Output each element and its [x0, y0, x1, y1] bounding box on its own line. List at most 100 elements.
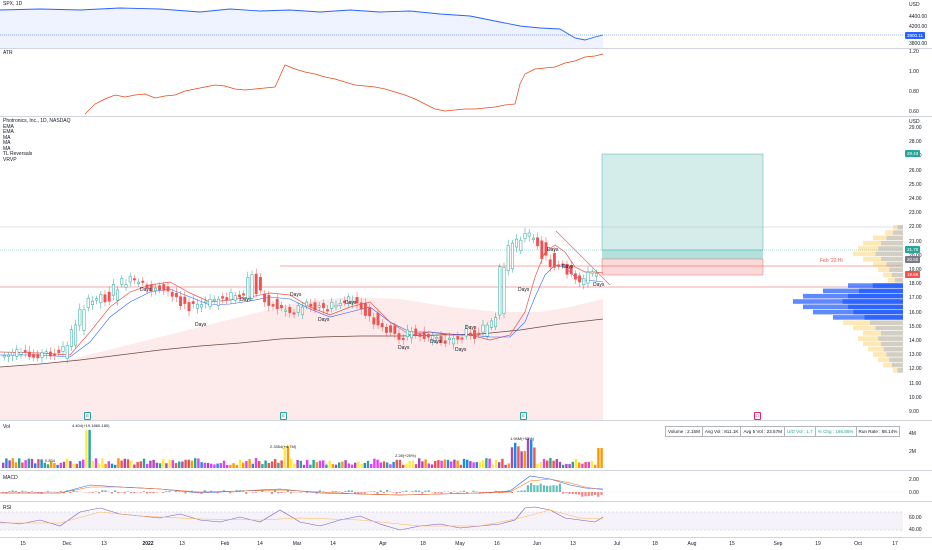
macd-bar — [245, 492, 248, 494]
candle — [137, 281, 141, 284]
volume-bar — [389, 464, 392, 468]
volume-bar — [85, 430, 88, 468]
volume-bar — [562, 464, 565, 468]
macd-bar — [149, 492, 152, 494]
time-axis[interactable]: 15 Dec 13 2022 13 Feb 14 Mar 14 Apr 18 May 16 Jun 13 Ju… — [0, 538, 903, 550]
volume-bar — [296, 459, 299, 468]
macd-pane[interactable]: MACD — [0, 471, 903, 501]
pane-divider[interactable] — [0, 420, 932, 421]
spx-pane[interactable]: SPX, 1D — [0, 0, 903, 48]
dividend-marker[interactable]: D — [754, 412, 761, 420]
volume-bar — [146, 463, 149, 468]
volume-bar — [200, 462, 203, 468]
symbol-title[interactable]: Photronics, Inc., 1D, NASDAQ — [3, 118, 71, 124]
pane-divider[interactable] — [0, 116, 932, 117]
rsi-pane[interactable]: RSI — [0, 502, 903, 537]
volume-bar — [488, 458, 491, 468]
volume-pane-title: Vol — [3, 424, 10, 430]
volume-bar — [578, 462, 581, 468]
macd-bar — [501, 492, 504, 493]
volume-bar — [590, 460, 594, 468]
price-tick: 15.00 — [909, 323, 922, 330]
candle — [384, 326, 388, 333]
candle — [590, 271, 594, 274]
volume-bar — [24, 460, 27, 468]
candle — [86, 297, 90, 308]
indicator-ema-2[interactable]: EMA — [3, 129, 14, 135]
volume-profile-bar — [863, 240, 903, 246]
macd-bar — [450, 492, 453, 494]
macd-bar — [562, 492, 565, 494]
volume-bar — [600, 448, 603, 468]
volume-bar — [66, 458, 69, 468]
candle — [426, 333, 430, 338]
pane-divider[interactable] — [0, 48, 932, 49]
macd-bar — [142, 491, 145, 492]
macd-bar — [440, 492, 443, 494]
volume-bar — [418, 458, 421, 468]
days-label: Days — [465, 325, 477, 331]
earnings-marker[interactable]: E — [520, 412, 527, 420]
macd-bar — [434, 492, 437, 494]
price-tick: 21.00 — [909, 238, 922, 245]
atr-pane[interactable]: ATR — [0, 49, 903, 116]
volume-bar — [536, 463, 539, 468]
candle — [368, 307, 372, 317]
days-label: Days — [562, 264, 574, 270]
candle — [578, 275, 582, 283]
volume-profile-bar — [870, 320, 903, 325]
pane-divider[interactable] — [0, 501, 932, 502]
macd-bar — [392, 492, 395, 493]
macd-bar — [235, 490, 238, 492]
spx-area — [0, 8, 603, 48]
macd-bar — [254, 492, 257, 493]
volume-bar — [290, 458, 293, 468]
candle — [347, 296, 351, 304]
volume-bar — [402, 464, 405, 468]
macd-bar — [203, 490, 206, 492]
macd-bar — [590, 492, 593, 496]
volume-bar — [210, 463, 213, 468]
pane-divider[interactable] — [0, 470, 932, 471]
price-tick: 29.00 — [909, 125, 922, 131]
indicator-ema-1[interactable]: EMA — [3, 123, 14, 130]
time-tick: Aug — [687, 541, 697, 547]
time-tick: Sep — [773, 541, 783, 547]
macd-bar — [581, 492, 584, 497]
volume-bar — [302, 464, 306, 468]
indicator-ma-1[interactable]: MA — [3, 134, 11, 141]
macd-bar — [437, 492, 440, 493]
indicator-vrvp[interactable]: VRVP — [3, 156, 17, 163]
volume-bar — [357, 461, 360, 468]
volume-bar — [2, 462, 5, 468]
indicator-tl-reversals[interactable]: TL Reversals — [3, 151, 33, 157]
atr-chart — [84, 53, 604, 115]
volume-bar — [78, 461, 82, 468]
atr-tick: 1.20 — [909, 49, 919, 55]
candle — [233, 295, 237, 301]
current-price-tag: 21.76 — [905, 246, 921, 253]
volume-profile-bar — [853, 251, 903, 257]
candle — [330, 302, 334, 309]
indicator-ma-2[interactable]: MA — [3, 140, 11, 146]
candle — [174, 293, 178, 298]
candle — [494, 317, 498, 328]
macd-bar — [216, 492, 219, 494]
indicator-ma-3[interactable]: MA — [3, 145, 11, 152]
volume-bar — [162, 458, 165, 468]
candle — [32, 354, 36, 358]
volume-bar — [75, 463, 78, 468]
candle — [225, 297, 229, 301]
main-pane[interactable]: Photronics, Inc., 1D, NASDAQ EMA EMA MA … — [0, 117, 903, 420]
earnings-marker[interactable]: E — [280, 412, 287, 420]
candle — [452, 338, 456, 345]
volume-bar — [213, 464, 216, 468]
macd-bar — [382, 492, 385, 494]
macd-bar — [526, 485, 529, 492]
volume-bar — [139, 461, 142, 468]
volume-pane[interactable]: Vol 4.404(+19,1860-180) 2.3354(+4.7M) 2.… — [0, 421, 903, 470]
candle — [351, 301, 355, 304]
candle — [326, 309, 330, 312]
volume-bar — [152, 459, 155, 468]
earnings-marker[interactable]: E — [84, 412, 91, 420]
